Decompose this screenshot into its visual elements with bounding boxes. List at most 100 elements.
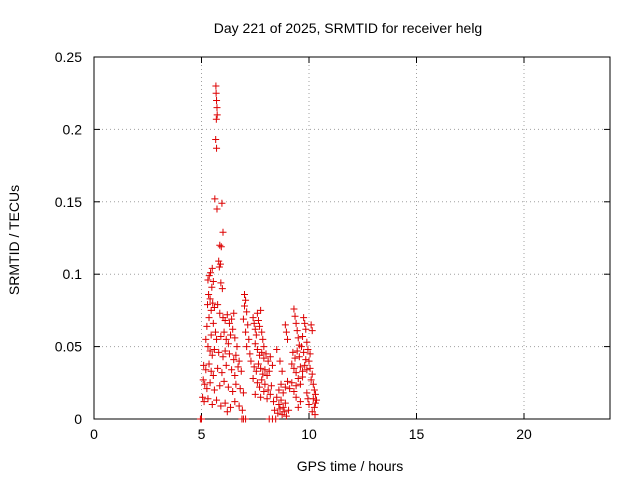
chart-title: Day 221 of 2025, SRMTID for receiver hel… bbox=[214, 20, 482, 36]
data-point bbox=[205, 360, 213, 368]
data-point bbox=[311, 399, 319, 407]
data-point bbox=[290, 364, 298, 372]
data-point bbox=[241, 302, 248, 310]
data-point bbox=[233, 343, 241, 351]
data-point bbox=[208, 264, 216, 272]
data-point bbox=[257, 393, 265, 401]
data-point bbox=[294, 374, 302, 382]
data-point bbox=[281, 383, 289, 391]
data-point bbox=[229, 387, 237, 395]
data-point bbox=[246, 350, 254, 358]
data-point bbox=[264, 386, 272, 394]
data-point bbox=[232, 351, 240, 359]
data-point bbox=[247, 357, 255, 365]
data-point bbox=[258, 348, 266, 356]
data-point bbox=[213, 111, 221, 119]
data-point bbox=[309, 380, 317, 388]
data-points bbox=[196, 82, 321, 423]
data-point bbox=[243, 343, 251, 351]
data-point bbox=[284, 335, 291, 343]
data-point bbox=[275, 386, 283, 394]
data-point bbox=[206, 295, 214, 303]
data-point bbox=[302, 325, 310, 333]
data-point bbox=[270, 398, 278, 406]
data-point bbox=[208, 283, 216, 291]
data-point bbox=[266, 390, 274, 398]
data-point bbox=[306, 350, 314, 358]
data-point bbox=[213, 335, 221, 343]
data-point bbox=[251, 325, 259, 333]
data-point bbox=[291, 354, 299, 362]
data-point bbox=[216, 260, 224, 268]
data-point bbox=[264, 357, 272, 365]
data-point bbox=[220, 328, 228, 336]
data-point bbox=[243, 308, 251, 316]
data-point bbox=[202, 366, 210, 374]
x-tick-label: 10 bbox=[301, 426, 317, 442]
data-point bbox=[221, 347, 229, 355]
data-point bbox=[225, 319, 233, 327]
data-point bbox=[301, 319, 309, 327]
data-point bbox=[305, 357, 313, 365]
data-point bbox=[229, 325, 237, 333]
data-point bbox=[204, 395, 212, 403]
data-point bbox=[236, 385, 244, 393]
data-point bbox=[245, 335, 253, 343]
data-point bbox=[224, 340, 232, 348]
data-point bbox=[217, 332, 225, 340]
data-point bbox=[288, 379, 296, 387]
data-point bbox=[279, 403, 287, 411]
data-point bbox=[212, 89, 220, 97]
data-point bbox=[242, 415, 250, 423]
data-point bbox=[290, 305, 298, 313]
plot-frame bbox=[93, 56, 611, 420]
data-point bbox=[303, 389, 311, 397]
data-point bbox=[209, 372, 217, 380]
data-point bbox=[306, 364, 314, 372]
data-point bbox=[281, 399, 289, 407]
data-point bbox=[203, 385, 211, 393]
data-point bbox=[228, 366, 236, 374]
data-point bbox=[241, 290, 248, 298]
data-point bbox=[239, 315, 247, 323]
data-point bbox=[211, 195, 219, 203]
data-point bbox=[215, 348, 223, 356]
data-point bbox=[284, 377, 291, 385]
data-point bbox=[293, 347, 301, 355]
data-point bbox=[205, 290, 213, 298]
data-point bbox=[293, 327, 301, 335]
data-point bbox=[267, 382, 275, 390]
data-point bbox=[277, 380, 285, 388]
data-point bbox=[235, 402, 243, 410]
data-point bbox=[285, 406, 293, 414]
grid-lines bbox=[94, 57, 610, 419]
data-point bbox=[208, 401, 216, 409]
data-point bbox=[205, 272, 213, 280]
data-point bbox=[258, 328, 266, 336]
data-point bbox=[209, 299, 217, 307]
x-tick-label: 5 bbox=[198, 426, 206, 442]
data-point bbox=[210, 304, 218, 312]
data-point bbox=[290, 387, 298, 395]
data-point bbox=[281, 321, 289, 329]
data-point bbox=[207, 306, 215, 314]
data-point bbox=[213, 144, 221, 152]
data-point bbox=[204, 343, 212, 351]
data-point bbox=[272, 415, 280, 423]
y-axis-label: SRMTID / TECUs bbox=[6, 185, 22, 295]
data-point bbox=[252, 367, 260, 375]
data-point bbox=[211, 328, 219, 336]
data-point bbox=[261, 366, 269, 374]
data-point bbox=[207, 331, 215, 339]
data-point bbox=[252, 331, 260, 339]
data-point bbox=[268, 361, 276, 369]
y-tick-label: 0.2 bbox=[63, 121, 83, 137]
data-point bbox=[231, 398, 239, 406]
data-point bbox=[217, 402, 225, 410]
data-point bbox=[217, 243, 225, 251]
data-point bbox=[202, 335, 210, 343]
data-point bbox=[310, 403, 318, 411]
data-point bbox=[279, 389, 287, 397]
data-point bbox=[199, 376, 207, 384]
